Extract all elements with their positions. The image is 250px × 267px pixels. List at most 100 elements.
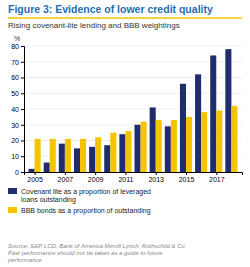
bar bbox=[89, 147, 95, 172]
grid-line bbox=[24, 109, 242, 110]
bar bbox=[125, 131, 131, 172]
tick-label: 2005 bbox=[27, 176, 43, 183]
grid bbox=[24, 46, 242, 172]
bar bbox=[195, 74, 201, 172]
tick-mark bbox=[35, 172, 36, 175]
tick: 70 bbox=[11, 58, 24, 65]
bar bbox=[95, 137, 101, 172]
tick: 0 bbox=[15, 169, 24, 176]
tick-mark bbox=[21, 62, 24, 63]
tick-label: 2017 bbox=[209, 176, 225, 183]
tick-label: 0 bbox=[15, 169, 19, 176]
tick-label: 2007 bbox=[58, 176, 74, 183]
tick: 2007 bbox=[58, 172, 74, 183]
legend-label: BBB bonds as a proportion of outstanding bbox=[21, 207, 151, 215]
tick: 2009 bbox=[88, 172, 104, 183]
text-line: BBB bonds as a proportion of outstanding bbox=[21, 207, 151, 215]
tick-label: 60 bbox=[11, 74, 19, 81]
tick-mark bbox=[21, 78, 24, 79]
grid-line bbox=[24, 46, 242, 47]
bar bbox=[231, 106, 237, 172]
tick: 2005 bbox=[27, 172, 43, 183]
chart: Figure 3: Evidence of lower credit quali… bbox=[0, 0, 250, 267]
x-axis: 2005 2007 2009 2011 2013 2015 2017 bbox=[25, 172, 243, 183]
tick-label: 70 bbox=[11, 58, 19, 65]
tick-label: 20 bbox=[11, 137, 19, 144]
bar bbox=[29, 169, 35, 172]
grid-line bbox=[24, 156, 242, 157]
series bbox=[35, 106, 238, 172]
grid-line bbox=[24, 140, 242, 141]
tick-mark bbox=[21, 125, 24, 126]
bar bbox=[65, 139, 71, 172]
grid-line bbox=[24, 124, 242, 125]
bar bbox=[59, 144, 65, 172]
text-line: loans outstanding bbox=[21, 196, 76, 204]
tick-mark bbox=[21, 141, 24, 142]
tick: 40 bbox=[11, 106, 24, 113]
tick-label: 40 bbox=[11, 106, 19, 113]
title: Figure 3: Evidence of lower credit quali… bbox=[8, 3, 213, 15]
tick: 20 bbox=[11, 137, 24, 144]
tick-mark bbox=[21, 93, 24, 94]
tick-label: 30 bbox=[11, 121, 19, 128]
bars bbox=[29, 49, 238, 172]
legend-swatch bbox=[8, 207, 17, 213]
grid-line bbox=[24, 61, 242, 62]
y-axis: 0 10 20 30 40 50 60 70 80 bbox=[11, 43, 24, 176]
tick: 30 bbox=[11, 121, 24, 128]
axis-line bbox=[21, 47, 25, 173]
tick-label: 2011 bbox=[118, 176, 133, 183]
bar bbox=[141, 122, 147, 172]
axis-label: % bbox=[14, 35, 20, 42]
bar bbox=[35, 139, 41, 172]
bar bbox=[74, 148, 80, 172]
tick: 2015 bbox=[179, 172, 195, 183]
tick-mark bbox=[65, 172, 66, 175]
tick-label: 80 bbox=[11, 43, 19, 50]
tick: 60 bbox=[11, 74, 24, 81]
bar bbox=[216, 111, 222, 172]
series bbox=[29, 49, 232, 172]
tick-mark bbox=[186, 172, 187, 175]
text-line: Source: S&P LCD, Bank of America Merrill… bbox=[8, 243, 186, 249]
bar bbox=[104, 145, 110, 172]
tick-mark bbox=[21, 46, 24, 47]
tick-mark bbox=[95, 172, 96, 175]
text-line: Past performance should not be taken as … bbox=[8, 250, 163, 256]
bar bbox=[44, 163, 50, 172]
tick-label: 50 bbox=[11, 90, 19, 97]
bar bbox=[186, 117, 192, 172]
bar bbox=[110, 133, 116, 172]
bar bbox=[225, 49, 231, 172]
tick-label: 10 bbox=[11, 153, 19, 160]
bar bbox=[165, 126, 171, 172]
tick-mark bbox=[21, 156, 24, 157]
bar bbox=[150, 107, 156, 172]
tick: 50 bbox=[11, 90, 24, 97]
grid-line bbox=[24, 77, 242, 78]
bar bbox=[201, 112, 207, 172]
tick-mark bbox=[21, 172, 24, 173]
tick-label: 2013 bbox=[148, 176, 164, 183]
bar bbox=[50, 139, 56, 172]
subtitle: Rising covenant-lite lending and BBB wei… bbox=[8, 21, 180, 30]
tick: 2011 bbox=[118, 172, 133, 183]
tick: 10 bbox=[11, 153, 24, 160]
text-line: performance. bbox=[7, 257, 43, 263]
bar bbox=[119, 134, 125, 172]
tick-mark bbox=[216, 172, 217, 175]
bar bbox=[210, 55, 216, 172]
tick: 80 bbox=[11, 43, 24, 50]
tick-label: 2009 bbox=[88, 176, 104, 183]
legend-swatch bbox=[8, 188, 17, 194]
text-line: Covenant lite as a proportion of leverag… bbox=[21, 188, 151, 196]
title-rule bbox=[8, 17, 242, 19]
bar bbox=[156, 120, 162, 172]
tick: 2017 bbox=[209, 172, 225, 183]
tick-mark bbox=[125, 172, 126, 175]
annotation: Source: S&P LCD, Bank of America Merrill… bbox=[7, 243, 186, 263]
bar bbox=[135, 125, 141, 172]
tick-mark bbox=[21, 109, 24, 110]
bar bbox=[171, 120, 177, 172]
